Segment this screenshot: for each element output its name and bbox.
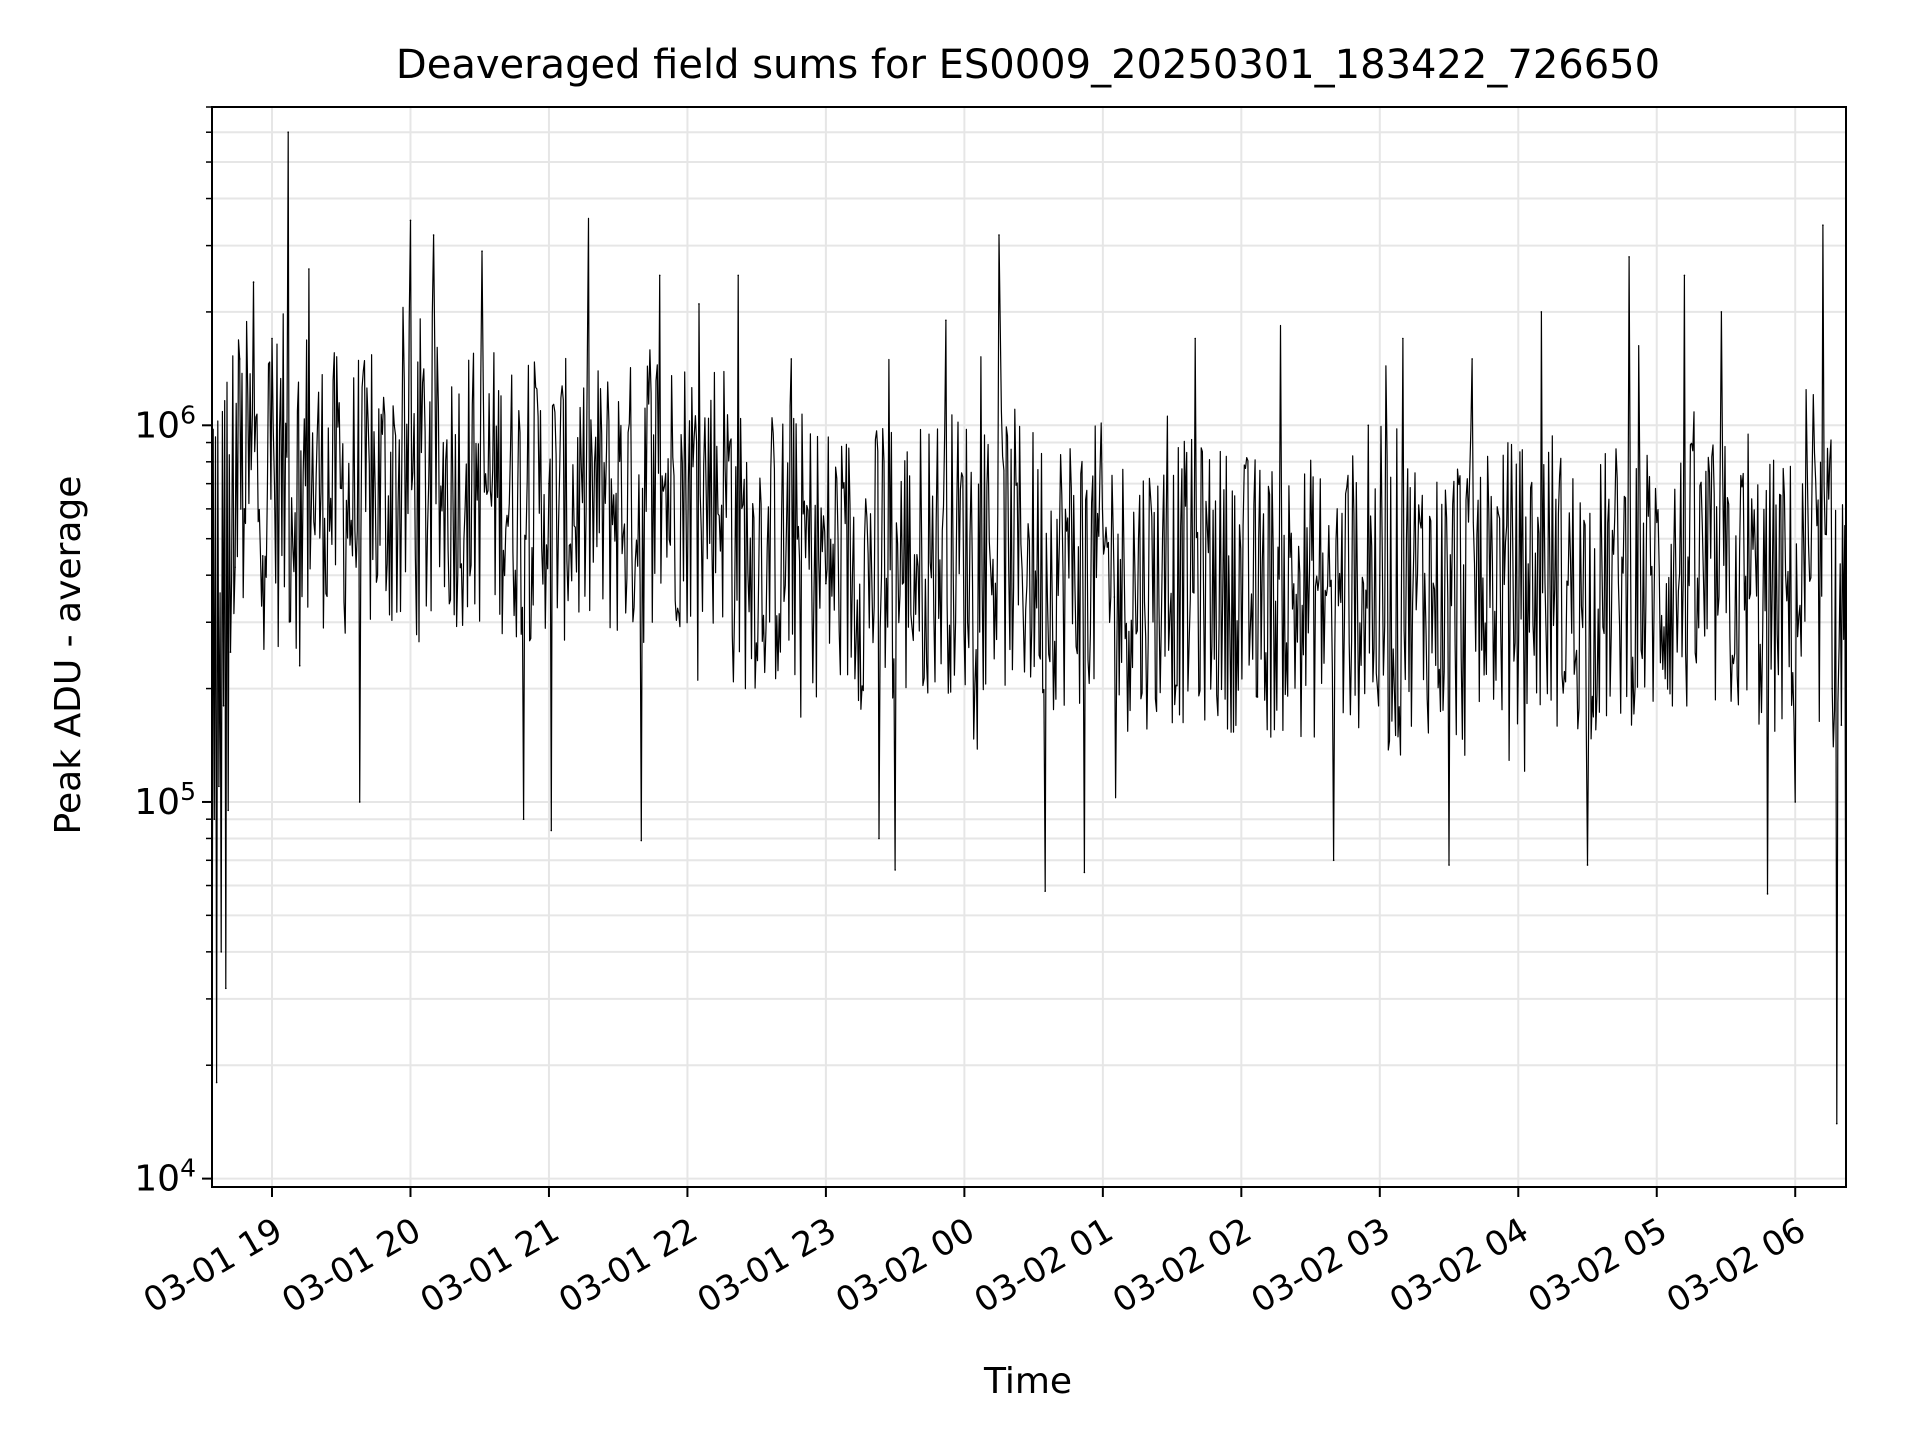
data-point — [261, 555, 264, 557]
data-point — [481, 250, 483, 252]
data-point — [548, 482, 550, 485]
data-point — [215, 1081, 218, 1084]
y-axis-label: Peak ADU - average — [48, 476, 89, 835]
data-point — [298, 664, 301, 667]
series-line — [211, 131, 1847, 1125]
data-point — [271, 337, 273, 340]
data-point — [640, 839, 643, 842]
data-point — [252, 281, 255, 283]
y-tick-label: 104 — [134, 1154, 196, 1200]
data-point — [1379, 574, 1381, 576]
data-point — [522, 818, 525, 820]
data-point — [229, 651, 232, 653]
data-point — [1835, 1122, 1838, 1125]
data-point — [234, 566, 236, 569]
data-point — [1720, 311, 1723, 313]
data-point — [1256, 696, 1259, 698]
plot-frame — [211, 106, 1847, 1188]
data-point — [1113, 596, 1116, 598]
y-tick-label: 105 — [134, 777, 196, 823]
data-point — [698, 303, 700, 305]
chart-title: Deaveraged field sums for ES0009_2025030… — [396, 42, 1660, 88]
data-point — [1471, 358, 1473, 360]
data-point — [308, 268, 310, 270]
data-point — [1840, 724, 1843, 726]
data-point — [790, 358, 793, 360]
data-point — [358, 801, 361, 803]
data-point — [1540, 311, 1543, 313]
data-point — [825, 582, 827, 585]
data-point — [409, 219, 412, 222]
data-point — [658, 274, 661, 277]
data-point — [998, 234, 1000, 236]
data-point — [878, 837, 880, 840]
data-point — [238, 358, 241, 360]
data-point — [550, 829, 553, 832]
data-point — [894, 869, 896, 871]
data-point — [213, 818, 216, 820]
data-point — [945, 319, 947, 322]
data-point — [220, 951, 223, 953]
data-point — [1367, 424, 1370, 427]
data-point — [1683, 274, 1686, 277]
data-point — [1402, 337, 1404, 340]
data-point — [432, 234, 435, 236]
data-point — [227, 809, 229, 812]
x-axis-label: Time — [983, 1361, 1072, 1402]
data-point — [1332, 859, 1335, 862]
data-point — [1794, 801, 1797, 803]
data-point — [243, 508, 246, 510]
data-point — [1586, 864, 1589, 866]
data-point — [222, 705, 225, 707]
data-point — [1628, 256, 1630, 258]
data-point — [1194, 337, 1196, 340]
data-point — [218, 785, 220, 788]
data-point — [1831, 687, 1833, 690]
data-point — [1822, 224, 1824, 226]
data-point — [1448, 864, 1450, 866]
y-tick-label: 106 — [134, 400, 196, 446]
data-point — [1766, 893, 1769, 895]
data-point — [287, 131, 289, 134]
data-point — [1083, 871, 1086, 874]
data-point — [225, 987, 227, 990]
data-point — [393, 424, 396, 427]
data-point — [737, 274, 740, 277]
data-point — [1044, 890, 1046, 892]
